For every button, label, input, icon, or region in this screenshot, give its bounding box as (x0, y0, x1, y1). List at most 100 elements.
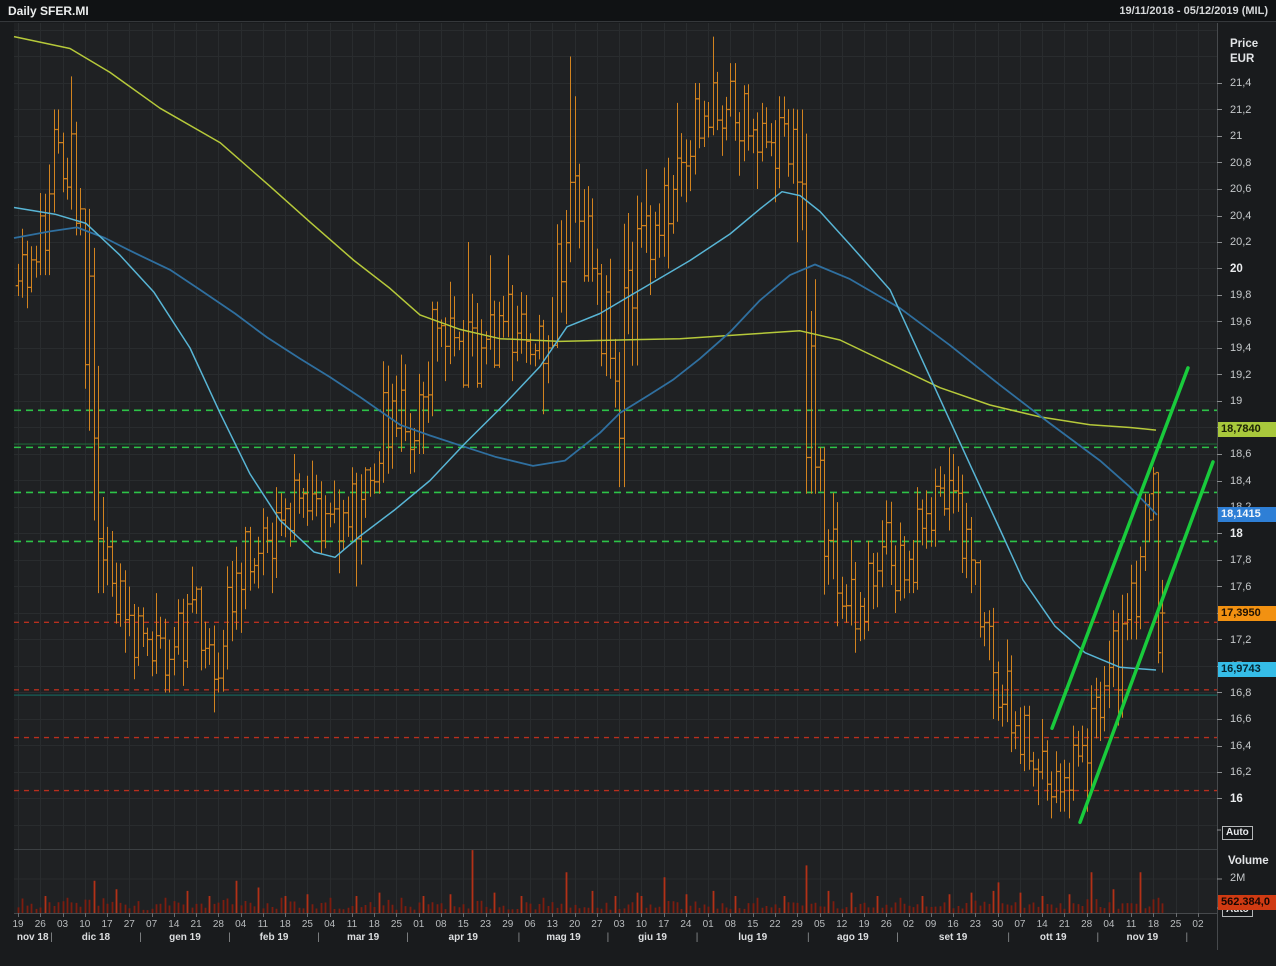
trend-line (1050, 366, 1190, 731)
month-separator: | (139, 932, 142, 943)
price-tick-label: 18 (1230, 527, 1243, 540)
month-separator: | (517, 932, 521, 943)
price-tick-label: 19,6 (1230, 315, 1252, 328)
month-label: apr 19 (448, 932, 478, 943)
month-label: dic 18 (81, 932, 111, 943)
month-label: mar 19 (346, 932, 380, 943)
day-label: 15 (747, 919, 759, 930)
price-tick-label: 20,2 (1230, 236, 1252, 248)
price-tick-label: 16,6 (1230, 713, 1252, 725)
day-label: 09 (925, 919, 937, 930)
volume-bars (17, 850, 1164, 913)
date-range: 19/11/2018 - 05/12/2019 (MIL) (1119, 4, 1268, 17)
day-label: 11 (1125, 919, 1137, 930)
day-label: 11 (346, 919, 358, 930)
day-label: 05 (813, 919, 826, 930)
title-bar: Daily SFER.MI 19/11/2018 - 05/12/2019 (M… (0, 0, 1276, 22)
last-price-tag: 17,3950 (1218, 606, 1276, 622)
day-label: 01 (702, 919, 714, 930)
day-label: 10 (79, 919, 91, 930)
last-volume-tag: 562.384,0 (1218, 895, 1276, 910)
day-label: 21 (1058, 919, 1070, 930)
day-label: 04 (1103, 919, 1115, 930)
volume-axis-title: Volume (1228, 855, 1269, 867)
month-separator: | (695, 932, 699, 943)
day-label: 04 (324, 919, 336, 930)
day-label: 08 (435, 919, 447, 930)
day-label: 27 (591, 919, 603, 930)
month-separator: | (807, 932, 810, 943)
month-separator: | (50, 932, 53, 943)
day-label: 23 (479, 919, 492, 930)
price-tick-label: 19,4 (1230, 342, 1252, 354)
ma-long-tag: 18,7840 (1218, 422, 1276, 438)
ohlc-open-close-ticks (15, 80, 1166, 798)
month-separator: | (896, 932, 899, 943)
day-label: 27 (123, 919, 135, 930)
price-axis-currency: EUR (1230, 53, 1255, 65)
month-label: set 19 (938, 932, 968, 943)
ma-short-line (13, 190, 1157, 671)
grid (14, 23, 1217, 913)
day-label: 28 (1081, 919, 1093, 930)
day-label: 01 (413, 919, 425, 930)
day-label: 24 (680, 919, 692, 930)
day-label: 15 (457, 919, 469, 930)
price-tick-label: 19,2 (1230, 368, 1252, 381)
ma-short-tag: 16,9743 (1218, 661, 1276, 677)
chart-title: Daily SFER.MI (8, 3, 89, 18)
price-auto-button[interactable]: Auto (1222, 826, 1253, 840)
day-label: 25 (1170, 919, 1182, 930)
price-tick-label: 20,6 (1230, 183, 1252, 195)
volume-bars-normal (17, 897, 1164, 913)
price-tick-label: 18,4 (1230, 474, 1252, 487)
price-tick-label: 20,4 (1230, 209, 1252, 222)
day-label: 07 (146, 919, 158, 930)
day-label: 17 (658, 919, 670, 930)
month-separator: | (1007, 932, 1011, 943)
day-label: 18 (279, 919, 291, 930)
price-tick-label: 20,8 (1230, 156, 1252, 169)
price-tick-label: 17,2 (1230, 633, 1252, 646)
day-label: 12 (836, 919, 848, 930)
month-separator: | (406, 932, 409, 943)
day-label: 29 (502, 919, 514, 930)
month-label: nov 19 (1126, 932, 1159, 943)
price-tick-label: 19 (1230, 395, 1243, 407)
month-separator: | (1096, 932, 1100, 943)
volume-tick-label: 2M (1230, 872, 1246, 884)
day-label: 25 (390, 919, 403, 930)
ma-long-line (13, 35, 1157, 431)
month-label: mag 19 (546, 932, 581, 943)
month-separator: | (228, 932, 231, 943)
day-label: 18 (1147, 919, 1160, 930)
day-label: 26 (34, 919, 46, 930)
day-label: 19 (12, 919, 24, 930)
day-label: 08 (724, 919, 736, 930)
day-label: 23 (969, 919, 981, 930)
ma-mid-line (13, 226, 1158, 516)
day-label: 19 (858, 919, 870, 930)
price-tick-label: 20 (1230, 262, 1243, 275)
day-label: 13 (546, 919, 558, 930)
trend-channel (1050, 366, 1215, 825)
day-label: 10 (635, 919, 647, 930)
day-label: 28 (212, 919, 224, 930)
day-label: 06 (524, 919, 536, 930)
month-label: gen 19 (169, 932, 201, 943)
day-label: 21 (190, 919, 202, 930)
ma-lines (13, 35, 1158, 671)
price-tick-label: 18,6 (1230, 448, 1252, 460)
day-label: 17 (101, 919, 113, 930)
price-tick-label: 16 (1230, 792, 1243, 805)
price-tick-label: 16,2 (1230, 766, 1252, 778)
day-label: 29 (791, 919, 803, 930)
day-label: 16 (947, 919, 959, 930)
volume-bars-high (44, 850, 1142, 913)
month-label: giu 19 (638, 932, 667, 943)
month-separator: | (606, 932, 610, 943)
price-tick-label: 21,4 (1230, 77, 1252, 89)
day-label: 02 (902, 919, 915, 930)
